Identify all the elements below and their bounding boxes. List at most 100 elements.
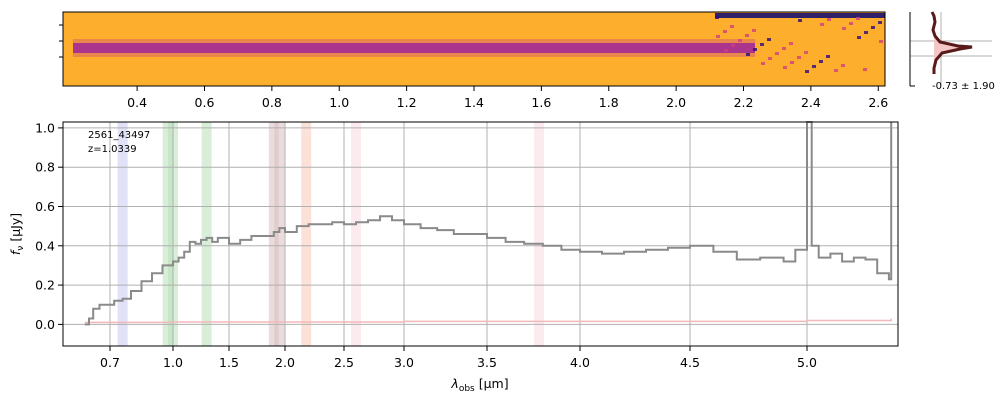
emission-line-band <box>351 122 361 346</box>
x-axis-title-base: λ <box>450 376 458 391</box>
spectrum-noise-pixel <box>827 18 831 21</box>
spectrum-noise-pixel <box>745 34 749 37</box>
spectrum-noise-pixel <box>864 31 868 34</box>
spectrum-noise-pixel <box>724 49 728 52</box>
spectrum-noise-band <box>715 13 885 18</box>
spectrum-noise-pixel <box>804 51 808 54</box>
spectrum-grid <box>63 122 898 346</box>
spectrum-noise-pixel <box>871 26 875 29</box>
top-axis-tick-label: 2.4 <box>801 95 821 110</box>
spectrum-noise-pixel <box>841 64 845 67</box>
y-axis-title-unit: [μJy] <box>8 213 23 246</box>
error-spectrum-line <box>84 318 892 324</box>
spectrum-noise-pixel <box>768 57 772 60</box>
spectrum-noise-pixel <box>752 29 756 32</box>
x-axis-tick-label: 3.5 <box>477 355 497 370</box>
spectrum-2d-top-axis: 0.4 0.6 0.8 1.0 1.2 1.4 1.6 1.8 2.0 2.2 2.4 2.6 <box>59 24 888 110</box>
spectrum-noise-pixel <box>761 62 765 65</box>
spectrum-noise-pixel <box>767 38 771 41</box>
x-axis-ticks: 0.7 1.0 1.5 2.0 2.5 3.0 3.5 4.0 4.5 5.0 <box>100 346 817 370</box>
spectrum-noise-pixel <box>789 42 793 45</box>
spectrum-noise-pixel <box>819 60 823 63</box>
spectrum-noise-pixel <box>856 17 860 20</box>
x-axis-tick-label: 2.5 <box>334 355 354 370</box>
top-axis-tick-label: 2.0 <box>666 95 686 110</box>
top-axis-tick-label: 2.2 <box>734 95 754 110</box>
y-axis-tick-label: 0.0 <box>35 317 55 332</box>
spectrum-noise-pixel <box>731 44 735 47</box>
x-axis-title-unit: [μm] <box>475 376 509 391</box>
spectrum-noise-pixel <box>863 68 867 71</box>
spectrum-noise-pixel <box>760 43 764 46</box>
y-axis-title-base: f <box>8 249 23 255</box>
spectrum-noise-pixel <box>790 61 794 64</box>
y-axis-tick-label: 0.4 <box>35 238 55 253</box>
emission-line-band <box>274 122 285 346</box>
spectrum-noise-pixel <box>723 30 727 33</box>
x-axis-tick-label: 1.0 <box>163 355 183 370</box>
spectrum-trace <box>73 43 755 53</box>
top-axis-tick-label: 1.2 <box>397 95 417 110</box>
histogram-panel: -0.73 ± 1.90 <box>909 11 995 92</box>
spectrum-1d-panel: 0.7 1.0 1.5 2.0 2.5 3.0 3.5 4.0 4.5 5.0 0.0 0.2 0.4… <box>8 120 899 394</box>
spectrum-noise-pixel <box>842 27 846 30</box>
x-axis-title: λobs [μm] <box>450 376 508 394</box>
top-axis-tick-label: 1.0 <box>329 95 349 110</box>
spectrum-noise-pixel <box>716 35 720 38</box>
spectrum-noise-pixel <box>783 66 787 69</box>
spectrum-noise-pixel <box>797 56 801 59</box>
histogram-line <box>930 11 973 74</box>
spectrum-noise-pixel <box>775 52 779 55</box>
top-axis-tick-label: 0.6 <box>195 95 215 110</box>
object-id-label: 2561_43497 <box>88 130 150 141</box>
spectrum-noise-pixel <box>849 22 853 25</box>
y-axis-tick-label: 0.8 <box>35 160 55 175</box>
x-axis-tick-label: 3.0 <box>394 355 414 370</box>
x-axis-tick-label: 5.0 <box>797 355 817 370</box>
emission-line-band <box>162 122 173 346</box>
spectrum-noise-pixel <box>834 69 838 72</box>
spectrum-noise-pixel <box>805 70 809 73</box>
spectrum-noise-pixel <box>798 19 802 22</box>
y-axis-title: fν [μJy] <box>8 213 26 255</box>
y-axis-title-sub: ν <box>16 246 26 251</box>
spectrum-noise-pixel <box>782 47 786 50</box>
spectrum-noise-pixel <box>826 55 830 58</box>
histogram-fill <box>932 12 972 74</box>
top-axis-tick-label: 1.6 <box>531 95 551 110</box>
x-axis-tick-label: 4.5 <box>680 355 700 370</box>
x-axis-tick-label: 1.5 <box>219 355 239 370</box>
spectrum-noise-pixel <box>746 53 750 56</box>
spectrum-noise-pixel <box>820 23 824 26</box>
y-axis-tick-label: 0.2 <box>35 278 55 293</box>
y-axis-tick-label: 0.6 <box>35 199 55 214</box>
emission-line-band <box>117 122 128 346</box>
spectrum-noise-pixel <box>857 36 861 39</box>
top-axis-tick-label: 0.8 <box>262 95 282 110</box>
spectrum-2d-panel: 0.4 0.6 0.8 1.0 1.2 1.4 1.6 1.8 2.0 2.2 2.4 2.6 <box>59 11 888 110</box>
histogram-label: -0.73 ± 1.90 <box>932 81 995 92</box>
emission-line-band <box>534 122 545 346</box>
spectrum-noise-pixel <box>715 16 719 19</box>
emission-line-band <box>201 122 212 346</box>
spectrum-noise-pixel <box>738 39 742 42</box>
flux-spectrum-line <box>84 121 893 326</box>
emission-line-band <box>301 122 312 346</box>
top-axis-tick-label: 1.4 <box>464 95 484 110</box>
spectrum-noise-pixel <box>730 25 734 28</box>
top-axis-tick-label: 2.6 <box>868 95 888 110</box>
spectrum-trace-halo <box>73 39 755 57</box>
x-axis-title-sub: obs <box>459 384 475 394</box>
x-axis-tick-label: 4.0 <box>570 355 590 370</box>
redshift-label: z=1.0339 <box>88 144 137 155</box>
spectrum-noise-pixel <box>879 40 883 43</box>
y-axis-tick-label: 1.0 <box>35 120 55 135</box>
spectrum-2d-pixels <box>73 13 885 73</box>
top-axis-tick-label: 0.4 <box>127 95 147 110</box>
spectrum-noise-pixel <box>753 48 757 51</box>
top-axis-tick-label: 1.8 <box>599 95 619 110</box>
x-axis-tick-label: 0.7 <box>100 355 120 370</box>
x-axis-tick-label: 2.0 <box>275 355 295 370</box>
spectrum-noise-pixel <box>878 21 882 24</box>
